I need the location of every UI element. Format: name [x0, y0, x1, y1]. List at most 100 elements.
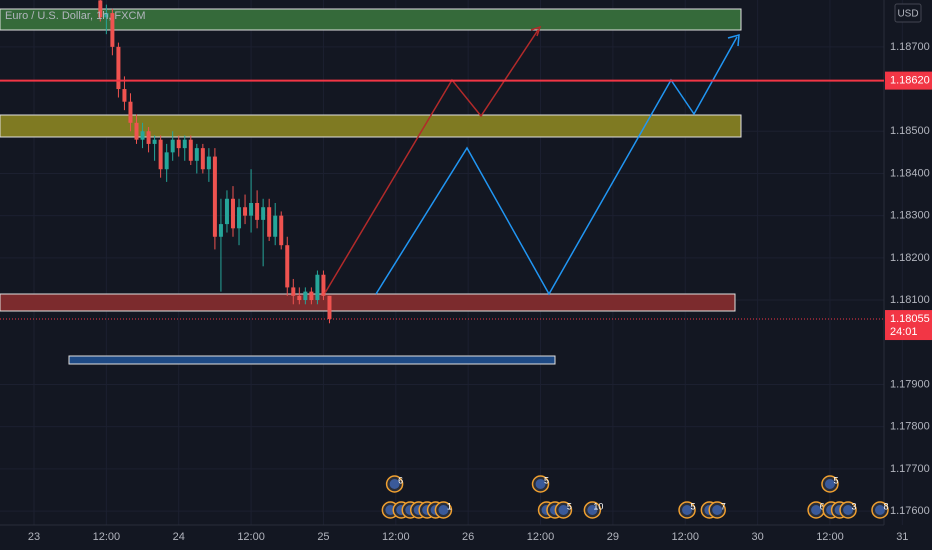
- candle-body: [140, 131, 145, 140]
- x-tick-label: 23: [28, 531, 40, 543]
- event-label: 3: [852, 501, 857, 511]
- y-tick-label: 1.18400: [890, 167, 930, 179]
- candle-body: [200, 148, 205, 170]
- y-tick-label: 1.17800: [890, 421, 930, 433]
- candle-body: [315, 274, 320, 301]
- candle-body: [261, 207, 266, 220]
- candle-body: [212, 156, 217, 237]
- event-label: 5: [567, 501, 572, 511]
- candle-body: [128, 101, 133, 123]
- currency-box: [894, 3, 922, 23]
- candle-body: [194, 148, 199, 161]
- x-tick-label: 12:00: [382, 531, 410, 543]
- candle-body: [182, 139, 187, 149]
- last-price-label: 1.18055: [890, 313, 930, 325]
- candle-body: [116, 46, 121, 90]
- chart-title: Euro / U.S. Dollar, 1h, FXCM: [5, 10, 146, 22]
- candle-body: [291, 287, 296, 296]
- event-label: 7: [721, 501, 726, 511]
- y-tick-label: 1.17700: [890, 463, 930, 475]
- event-label: 1: [447, 501, 452, 511]
- event-label: 5: [833, 475, 838, 485]
- candle-body: [218, 224, 223, 237]
- candle-body: [176, 139, 181, 149]
- candle-body: [279, 215, 284, 246]
- candle-body: [158, 139, 163, 170]
- y-tick-label: 1.18200: [890, 252, 930, 264]
- event-icon-inner: [824, 479, 835, 489]
- y-tick-label: 1.17600: [890, 505, 930, 517]
- x-tick-label: 24: [173, 531, 185, 543]
- path-arrow-red: [324, 29, 539, 294]
- x-tick-label: 12:00: [816, 531, 844, 543]
- candle-body: [170, 139, 175, 153]
- candle-body: [285, 245, 290, 288]
- resistance-zone: [0, 114, 742, 138]
- x-tick-label: 29: [607, 531, 619, 543]
- x-tick-label: 12:00: [237, 531, 265, 543]
- event-icon-inner: [843, 505, 854, 515]
- candle-body: [146, 131, 151, 144]
- event-icon-inner: [712, 505, 723, 515]
- x-tick-label: 12:00: [671, 531, 699, 543]
- event-label: 6: [820, 501, 825, 511]
- candle-body: [152, 139, 157, 144]
- event-icon-inner: [682, 505, 693, 515]
- candle-body: [309, 291, 314, 301]
- x-tick-label: 25: [317, 531, 329, 543]
- candle-body: [303, 291, 308, 301]
- grid: [0, 0, 903, 525]
- candle-body: [230, 198, 235, 229]
- candle-body: [243, 207, 248, 216]
- candle-body: [273, 215, 278, 237]
- x-tick-label: 12:00: [93, 531, 121, 543]
- y-tick-label: 1.18500: [890, 125, 930, 137]
- candle-body: [188, 139, 193, 161]
- candle-body: [267, 207, 272, 237]
- candle-body: [164, 152, 169, 170]
- event-icon-inner: [875, 505, 886, 515]
- y-tick-label: 1.18100: [890, 294, 930, 306]
- candle-body: [104, 13, 109, 18]
- price-label-box: [885, 71, 932, 90]
- x-tick-label: 30: [751, 531, 763, 543]
- countdown: 24:01: [890, 326, 918, 338]
- candle-body: [237, 207, 242, 229]
- path-arrow-blue: [375, 36, 738, 296]
- candle-body: [297, 295, 302, 301]
- candle-body: [327, 295, 332, 320]
- x-tick-label: 31: [896, 531, 908, 543]
- event-label: 6: [398, 475, 403, 485]
- candle-body: [134, 122, 139, 140]
- event-icon-inner: [438, 505, 449, 515]
- event-label: 5: [544, 475, 549, 485]
- last-price-box: [885, 310, 932, 341]
- y-tick-label: 1.17900: [890, 378, 930, 390]
- x-tick-label: 26: [462, 531, 474, 543]
- candle-body: [98, 0, 103, 18]
- candle-body: [110, 13, 115, 47]
- candle-body: [224, 198, 229, 225]
- arrowhead: [530, 25, 542, 37]
- y-tick-label: 1.18300: [890, 210, 930, 222]
- event-icon-inner: [389, 479, 400, 489]
- candle-body: [321, 274, 326, 296]
- currency: USD: [897, 9, 918, 20]
- candle-body: [255, 202, 260, 220]
- demand-zone: [0, 293, 736, 312]
- arrowhead: [727, 33, 740, 47]
- candle-body: [122, 89, 127, 102]
- event-icon-inner: [558, 505, 569, 515]
- y-tick-label: 1.18700: [890, 41, 930, 53]
- plot: [98, 0, 332, 324]
- event-icon-inner: [535, 479, 546, 489]
- event-icon-inner: [587, 505, 598, 515]
- candle-body: [206, 156, 211, 170]
- target-zone: [68, 355, 556, 365]
- supply-zone: [0, 8, 742, 31]
- event-label: 8: [884, 501, 889, 511]
- price-label: 1.18620: [890, 75, 930, 87]
- event-label: 5: [691, 501, 696, 511]
